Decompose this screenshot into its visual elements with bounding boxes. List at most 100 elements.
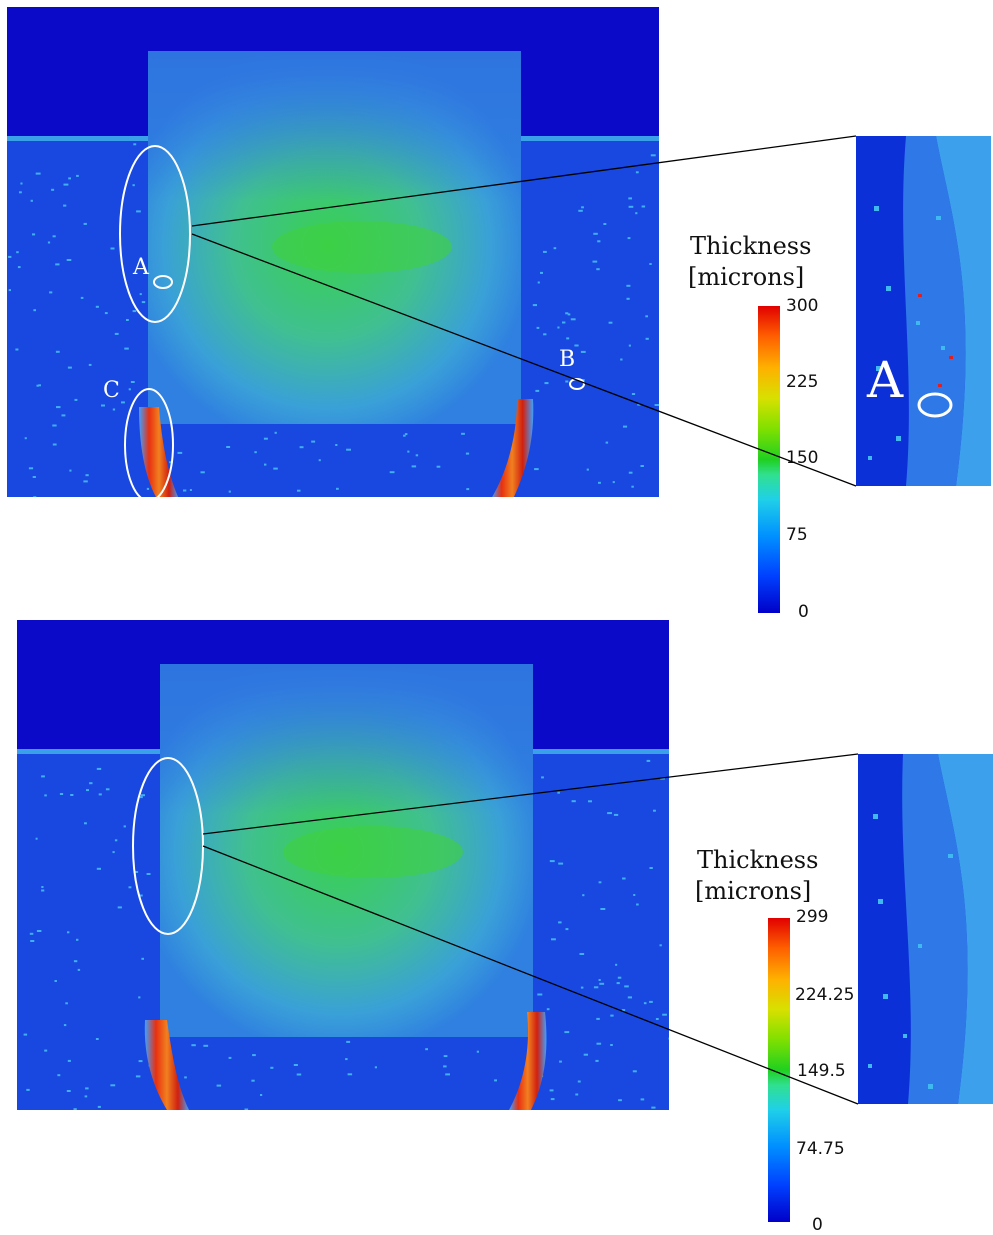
speckle [628, 197, 632, 200]
speckle [636, 903, 639, 906]
speckle [35, 837, 38, 840]
speckle [580, 350, 586, 353]
speckle [97, 1105, 101, 1108]
zoom-line-upper-bottom [202, 753, 859, 835]
speckle [543, 333, 547, 336]
speckle [651, 1106, 656, 1109]
speckle [260, 1094, 263, 1096]
speckle [566, 337, 570, 340]
speckle [110, 247, 115, 250]
speckle [20, 182, 23, 185]
speckle [620, 358, 623, 361]
speckle [36, 930, 42, 932]
speckle [299, 446, 304, 449]
speckle [571, 800, 576, 803]
speckle [650, 154, 656, 157]
zoom-inset-a: A [856, 136, 991, 486]
zoom-inset-image [856, 136, 991, 486]
speckle [88, 363, 92, 366]
speckle [89, 782, 93, 785]
speckle [133, 871, 139, 873]
speckle [191, 1044, 196, 1047]
label-a: A [133, 255, 149, 280]
thickness-map-bottom [17, 620, 669, 1110]
speckle [660, 777, 665, 780]
speckle [610, 1014, 614, 1017]
speckle [110, 1084, 116, 1087]
speckle [628, 471, 633, 474]
speckle [649, 263, 652, 265]
speckle [593, 232, 598, 235]
zoom-inset-bottom-image [858, 754, 993, 1104]
speckle [628, 344, 631, 347]
speckle [121, 401, 125, 404]
speckle [558, 921, 562, 924]
speckle [69, 469, 72, 472]
speckle [443, 1055, 448, 1058]
speckle [336, 487, 339, 490]
speckle [546, 1008, 550, 1011]
speckle [128, 388, 131, 391]
speckle [30, 199, 33, 202]
speckle [117, 906, 122, 909]
speckle [135, 1075, 141, 1078]
speckle [52, 443, 57, 446]
speckle [200, 471, 205, 474]
speckle [17, 266, 21, 269]
speckle [55, 350, 60, 353]
speckle [649, 867, 653, 869]
speckle [124, 347, 129, 350]
speckle [73, 960, 78, 963]
speckle [596, 1042, 602, 1045]
speckle [346, 448, 351, 451]
speckle [24, 437, 27, 440]
speckle [38, 384, 41, 387]
speckle [640, 1098, 645, 1101]
speckle [575, 1093, 579, 1096]
speckle [254, 451, 257, 454]
speckle [541, 776, 544, 779]
speckle [624, 985, 629, 988]
speckle [95, 305, 99, 308]
speckle [30, 940, 35, 942]
legend-title-line2-bottom: [microns] [695, 877, 812, 905]
speckle [44, 794, 47, 797]
speckle [112, 408, 116, 411]
speckle [436, 465, 441, 468]
speckle [274, 431, 277, 434]
top-figure: A Thickness [microns] 300 225 150 75 0 A… [7, 7, 991, 622]
speckle [16, 251, 19, 254]
speckle [586, 468, 589, 471]
speckle [608, 321, 613, 324]
zoom-inset-bottom [858, 754, 993, 1104]
speckle [551, 938, 556, 941]
speckle [96, 867, 101, 870]
speckle [311, 440, 316, 443]
speckle [598, 481, 601, 484]
speckle [126, 319, 129, 321]
speckle [130, 381, 135, 383]
speckle [95, 1038, 99, 1040]
speckle [29, 932, 34, 935]
colorbar-bottom-tick-min: 0 [812, 1215, 823, 1235]
speckle [83, 222, 87, 225]
speckle [543, 250, 547, 253]
speckle [251, 1079, 255, 1082]
speckle [610, 1044, 613, 1046]
speckle [132, 310, 137, 313]
speckle [123, 825, 126, 828]
speckle [112, 851, 115, 854]
speckle [640, 465, 644, 467]
speckle [57, 1074, 61, 1077]
speckle [549, 1089, 554, 1092]
colorbar-tick-max: 300 [786, 296, 819, 316]
speckle [389, 471, 395, 474]
speckle [63, 183, 69, 186]
thickness-map-image [7, 51, 659, 497]
speckle [203, 1044, 209, 1047]
speckle [70, 794, 74, 796]
speckle [537, 993, 543, 996]
speckle [226, 446, 231, 448]
speckle [8, 289, 11, 292]
speckle [374, 1066, 377, 1069]
